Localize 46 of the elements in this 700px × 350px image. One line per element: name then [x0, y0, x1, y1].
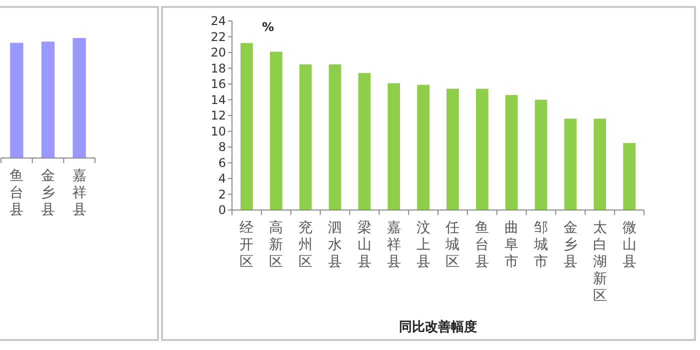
bar	[623, 143, 636, 210]
bar	[564, 118, 577, 210]
y-tick-label: 2	[218, 187, 226, 202]
y-tick-label: 24	[210, 14, 226, 28]
x-tick-label: 汶上县	[416, 220, 430, 270]
x-tick-label: 鱼台县	[10, 168, 24, 218]
x-tick-label: 金乡县	[41, 168, 55, 218]
bar	[240, 43, 253, 210]
x-tick-label: 金乡县	[563, 220, 578, 270]
x-tick-label: 任城区	[444, 220, 460, 270]
y-tick-label: 12	[210, 108, 226, 122]
y-tick-label: 4	[218, 172, 226, 186]
y-tick-label: 14	[210, 92, 226, 107]
x-tick-label: 高新区	[269, 220, 284, 270]
y-tick-label: 0	[218, 203, 226, 217]
bar	[299, 64, 312, 210]
bar	[505, 95, 518, 210]
x-tick-label: 鱼台县	[475, 220, 490, 270]
bar	[417, 84, 430, 210]
x-tick-label: 嘉祥县	[72, 168, 86, 218]
x-tick-label: 梁山县	[357, 220, 372, 270]
bar	[270, 52, 282, 210]
y-tick-label: 22	[210, 30, 226, 44]
bar	[446, 88, 459, 210]
y-tick-label: 10	[210, 124, 226, 138]
bar	[358, 72, 371, 210]
bar	[476, 88, 488, 210]
x-tick-label: 经开区	[240, 220, 254, 270]
x-tick-label: 太白湖新区	[592, 220, 607, 304]
x-tick-label: 兖州区	[298, 220, 313, 270]
bar	[388, 83, 400, 210]
y-tick-label: 6	[218, 156, 226, 170]
x-tick-label: 曲阜市	[504, 220, 519, 270]
y-tick-label: 8	[218, 140, 226, 154]
x-tick-label: 嘉祥县	[386, 220, 401, 270]
bar	[534, 100, 548, 210]
bar	[594, 118, 606, 210]
bar	[328, 64, 342, 210]
x-tick-label: 邹城市	[533, 220, 548, 270]
y-tick-label: 18	[210, 61, 226, 76]
x-tick-label: 微山县	[622, 220, 636, 270]
y-tick-label: 20	[210, 46, 226, 60]
x-tick-label: 泗水县	[328, 220, 342, 270]
y-axis-title: %	[262, 20, 274, 34]
x-axis-title: 同比改善幅度	[399, 319, 477, 335]
y-tick-label: 16	[210, 77, 226, 91]
